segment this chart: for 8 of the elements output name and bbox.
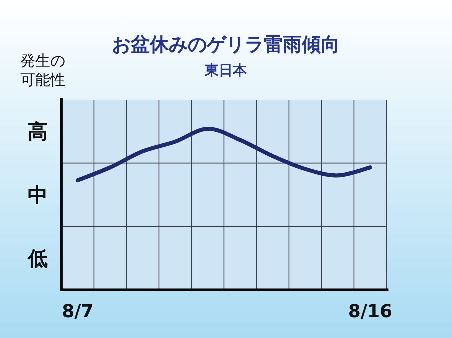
xtick: 8/16 [348,302,393,322]
annotation: 低 [28,246,48,270]
annotation: 高 [28,120,48,144]
annotation: 中 [28,183,48,207]
title: お盆休みのゲリラ雷雨傾向 [112,34,340,56]
xtick: 8/7 [62,302,94,322]
subtitle: 東日本 [205,63,247,79]
ylabel: 発生の可能性 [20,52,66,89]
